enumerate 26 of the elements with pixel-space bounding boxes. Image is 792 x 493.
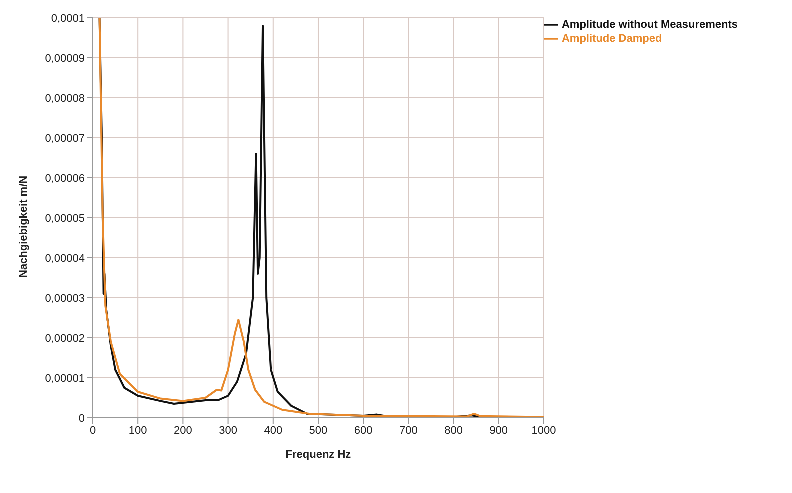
- x-tick-label: 600: [354, 424, 373, 437]
- y-tick-label: 0: [78, 412, 85, 425]
- x-tick-label: 0: [90, 424, 96, 437]
- legend-label: Amplitude without Measurements: [562, 18, 738, 31]
- x-tick-label: 100: [128, 424, 148, 437]
- x-tick-label: 300: [219, 424, 238, 437]
- y-tick-label: 0,00008: [45, 92, 85, 105]
- x-tick-label: 1000: [532, 424, 556, 437]
- x-tick-label: 500: [309, 424, 328, 437]
- x-tick-label: 800: [444, 424, 463, 437]
- y-tick-label: 0,00002: [45, 332, 85, 345]
- y-tick-label: 0,0001: [51, 12, 85, 25]
- y-tick-label: 0,00003: [45, 292, 85, 305]
- x-tick-label: 700: [400, 424, 418, 437]
- y-tick-label: 0,00009: [45, 52, 85, 65]
- y-axis-title: Nachgiebigkeit m/N: [18, 176, 30, 278]
- x-axis-title: Frequenz Hz: [286, 449, 352, 461]
- legend-label: Amplitude Damped: [562, 32, 662, 45]
- y-tick-label: 0,00006: [45, 172, 85, 185]
- y-tick-label: 0,00001: [45, 372, 85, 385]
- x-tick-label: 900: [490, 424, 508, 437]
- x-tick-label: 400: [264, 424, 283, 437]
- y-tick-label: 0,00007: [45, 132, 85, 145]
- x-tick-label: 200: [174, 424, 192, 437]
- y-tick-label: 0,00005: [45, 212, 85, 225]
- y-tick-label: 0,00004: [45, 252, 85, 265]
